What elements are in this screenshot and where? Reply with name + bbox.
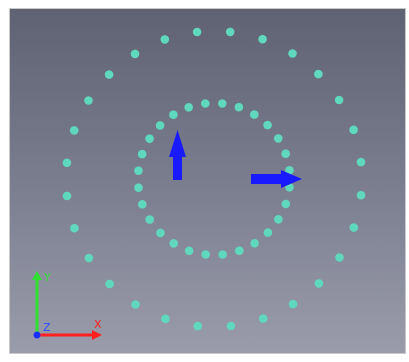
z-axis-origin bbox=[33, 331, 41, 339]
point[interactable] bbox=[70, 223, 79, 233]
point[interactable] bbox=[130, 49, 140, 59]
point[interactable] bbox=[192, 27, 202, 37]
point[interactable] bbox=[69, 126, 79, 135]
point[interactable] bbox=[137, 149, 147, 159]
point[interactable] bbox=[356, 157, 366, 167]
point[interactable] bbox=[62, 191, 72, 201]
right-arrow-icon[interactable] bbox=[251, 170, 302, 188]
point[interactable] bbox=[184, 103, 193, 112]
scene-canvas[interactable]: Y X Z bbox=[10, 9, 405, 353]
point[interactable] bbox=[201, 250, 210, 259]
point[interactable] bbox=[263, 120, 272, 130]
point[interactable] bbox=[285, 166, 294, 175]
point[interactable] bbox=[161, 314, 170, 324]
point[interactable] bbox=[258, 34, 267, 44]
point[interactable] bbox=[218, 99, 227, 108]
point[interactable] bbox=[335, 253, 344, 262]
axis-triad: Y X Z bbox=[32, 271, 102, 340]
point[interactable] bbox=[193, 321, 203, 331]
point[interactable] bbox=[288, 299, 298, 309]
point[interactable] bbox=[184, 246, 194, 256]
point[interactable] bbox=[160, 35, 170, 44]
point[interactable] bbox=[288, 49, 297, 58]
point[interactable] bbox=[169, 239, 178, 248]
x-axis-arrowhead bbox=[92, 330, 102, 340]
point[interactable] bbox=[281, 149, 291, 158]
point[interactable] bbox=[155, 121, 165, 130]
y-axis-label: Y bbox=[43, 271, 51, 284]
point[interactable] bbox=[84, 253, 94, 263]
point[interactable] bbox=[274, 134, 283, 143]
point[interactable] bbox=[145, 134, 154, 143]
point[interactable] bbox=[84, 96, 93, 105]
point[interactable] bbox=[274, 215, 283, 224]
point[interactable] bbox=[226, 321, 236, 331]
point[interactable] bbox=[263, 228, 273, 237]
point[interactable] bbox=[250, 239, 259, 248]
point[interactable] bbox=[314, 69, 323, 79]
point[interactable] bbox=[156, 228, 165, 238]
point[interactable] bbox=[134, 166, 143, 175]
point[interactable] bbox=[218, 250, 227, 259]
point[interactable] bbox=[201, 99, 210, 108]
inner-ring-points bbox=[134, 99, 294, 259]
y-axis-arrowhead bbox=[32, 271, 42, 280]
point[interactable] bbox=[281, 199, 291, 209]
point[interactable] bbox=[235, 246, 244, 255]
point[interactable] bbox=[349, 223, 359, 232]
point[interactable] bbox=[145, 215, 154, 224]
point[interactable] bbox=[138, 200, 147, 209]
point[interactable] bbox=[131, 300, 140, 309]
x-axis-label: X bbox=[94, 318, 102, 331]
point[interactable] bbox=[334, 95, 344, 105]
point[interactable] bbox=[314, 279, 324, 288]
point[interactable] bbox=[349, 125, 358, 135]
z-axis-label: Z bbox=[43, 321, 51, 334]
up-arrow-icon[interactable] bbox=[169, 130, 186, 180]
3d-viewport[interactable]: Y X Z bbox=[9, 8, 406, 354]
point[interactable] bbox=[169, 110, 178, 119]
point[interactable] bbox=[250, 110, 259, 119]
outer-ring-points bbox=[62, 27, 366, 331]
point[interactable] bbox=[258, 314, 268, 323]
point[interactable] bbox=[104, 70, 114, 79]
point[interactable] bbox=[356, 190, 366, 200]
point[interactable] bbox=[134, 183, 143, 192]
point[interactable] bbox=[105, 279, 114, 289]
point[interactable] bbox=[225, 27, 235, 37]
point[interactable] bbox=[234, 102, 244, 112]
point[interactable] bbox=[62, 158, 72, 168]
